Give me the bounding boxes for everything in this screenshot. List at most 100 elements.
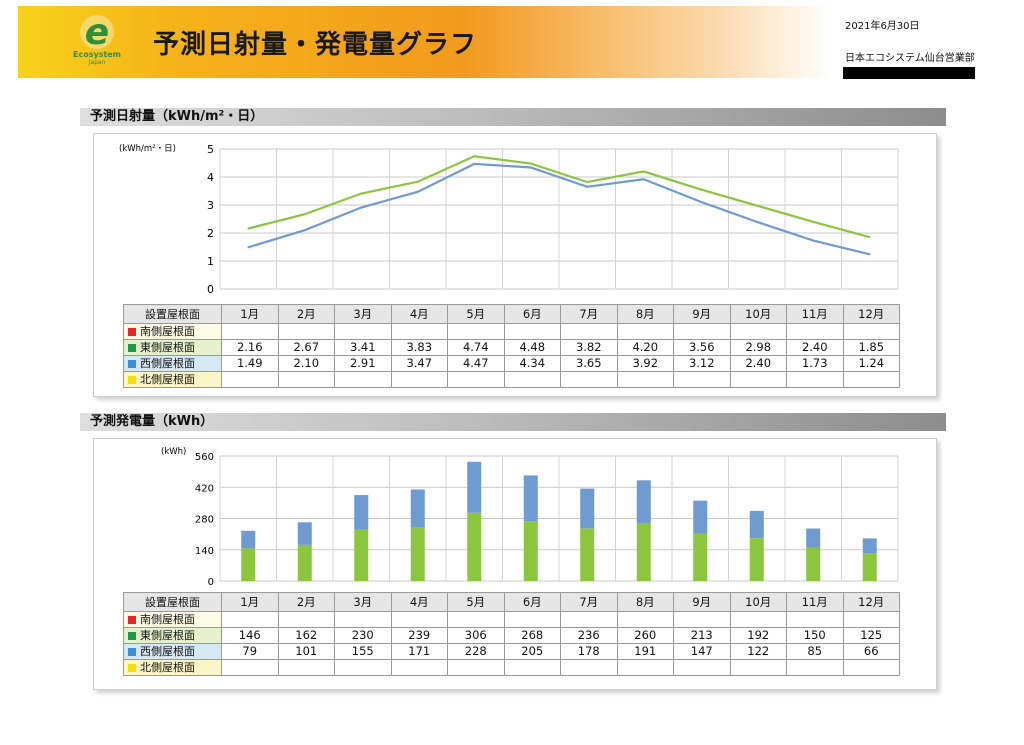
month-header: 6月 xyxy=(503,304,561,324)
table-cell: 260 xyxy=(616,627,674,644)
series-line xyxy=(247,162,871,256)
y-tick-label: 4 xyxy=(207,171,214,184)
data-point xyxy=(586,186,589,188)
legend-swatch xyxy=(128,632,136,640)
bar-east xyxy=(297,544,312,581)
irradiance-table: 設置屋根面 1月 2月 3月 4月 5月 6月 7月 8月 9月 10月 11月 12月 南側屋根面 東側屋… xyxy=(123,304,900,388)
table-cell xyxy=(221,323,279,340)
table-cell xyxy=(277,659,335,676)
data-point xyxy=(473,155,476,158)
table-cell: 101 xyxy=(277,643,335,660)
table-cell xyxy=(786,371,844,388)
table-cell xyxy=(221,659,279,676)
irradiance-section-title: 予測日射量（kWh/m²・日） xyxy=(80,108,946,126)
table-cell xyxy=(842,659,900,676)
table-cell xyxy=(390,659,448,676)
legend-swatch xyxy=(128,328,136,336)
y-tick-label: 1 xyxy=(207,255,214,268)
table-cell: 1.49 xyxy=(221,355,279,372)
table-cell xyxy=(786,659,844,676)
month-header: 2月 xyxy=(277,592,335,612)
y-axis-label: (kWh) xyxy=(161,447,186,457)
data-point xyxy=(529,162,532,165)
bar-east xyxy=(749,538,764,581)
table-row: 南側屋根面 xyxy=(123,611,900,628)
bar-east xyxy=(410,527,425,581)
logo-name: Ecosystem xyxy=(72,50,122,59)
table-cell xyxy=(560,371,618,388)
irradiance-line-chart: 0 1 2 3 4 5 (kWh/m²・日) xyxy=(119,143,899,296)
roof-face-label: 西側屋根面 xyxy=(123,643,222,660)
header-band xyxy=(18,6,830,78)
table-cell: 4.20 xyxy=(616,339,674,356)
table-cell: 1.24 xyxy=(842,355,900,372)
data-point xyxy=(303,229,306,231)
table-cell xyxy=(786,611,844,628)
table-cell: 268 xyxy=(503,627,561,644)
roof-face-label: 東側屋根面 xyxy=(123,627,222,644)
month-header: 7月 xyxy=(560,304,618,324)
table-cell: 3.92 xyxy=(616,355,674,372)
month-header: 1月 xyxy=(221,592,279,612)
table-cell: 155 xyxy=(334,643,392,660)
month-header: 11月 xyxy=(786,304,844,324)
table-row: 南側屋根面 xyxy=(123,323,900,340)
table-cell: 2.91 xyxy=(334,355,392,372)
table-cell xyxy=(390,611,448,628)
bar-west xyxy=(693,500,708,534)
table-cell: 4.74 xyxy=(447,339,505,356)
table-cell: 2.98 xyxy=(729,339,787,356)
table-cell xyxy=(503,371,561,388)
y-tick-label: 2 xyxy=(207,227,214,240)
y-tick-label: 3 xyxy=(207,199,214,212)
table-cell xyxy=(503,659,561,676)
bar-west xyxy=(354,495,369,530)
table-row: 東側屋根面 146 162 230 239 306 268 236 260 213 192 150 12… xyxy=(123,627,900,644)
table-cell xyxy=(842,371,900,388)
month-header: 4月 xyxy=(390,592,448,612)
table-cell xyxy=(673,323,731,340)
bar-east xyxy=(580,528,595,581)
table-cell xyxy=(390,323,448,340)
roof-face-label: 北側屋根面 xyxy=(123,371,222,388)
month-header: 2月 xyxy=(277,304,335,324)
roof-face-label: 北側屋根面 xyxy=(123,659,222,676)
roof-face-label: 西側屋根面 xyxy=(123,355,222,372)
table-cell xyxy=(447,323,505,340)
month-header: 8月 xyxy=(616,592,674,612)
table-cell xyxy=(221,371,279,388)
table-cell: 2.40 xyxy=(729,355,787,372)
table-cell: 3.83 xyxy=(390,339,448,356)
month-header: 6月 xyxy=(503,592,561,612)
table-cell xyxy=(560,611,618,628)
y-tick-label: 0 xyxy=(207,283,214,296)
data-point xyxy=(247,227,250,230)
bar-east xyxy=(636,522,651,581)
y-tick-label: 5 xyxy=(207,143,214,156)
table-cell xyxy=(729,371,787,388)
month-header: 9月 xyxy=(673,592,731,612)
redaction-bar xyxy=(843,67,975,79)
data-point xyxy=(360,192,363,195)
month-header: 4月 xyxy=(390,304,448,324)
bar-west xyxy=(297,522,312,545)
ecosystem-logo: e xyxy=(62,12,132,74)
bar-west xyxy=(523,475,538,522)
table-cell xyxy=(616,323,674,340)
table-cell: 171 xyxy=(390,643,448,660)
bar-east xyxy=(806,547,821,581)
table-cell: 1.73 xyxy=(786,355,844,372)
table-cell: 79 xyxy=(221,643,279,660)
data-point xyxy=(247,246,250,249)
month-header: 10月 xyxy=(729,304,787,324)
bar-west xyxy=(241,530,256,549)
table-cell: 3.41 xyxy=(334,339,392,356)
table-header-label: 設置屋根面 xyxy=(123,592,222,612)
table-row: 北側屋根面 xyxy=(123,659,900,676)
table-cell xyxy=(221,611,279,628)
table-cell xyxy=(447,611,505,628)
table-cell: 162 xyxy=(277,627,335,644)
table-cell xyxy=(277,371,335,388)
table-cell xyxy=(334,323,392,340)
bar-west xyxy=(806,528,821,548)
